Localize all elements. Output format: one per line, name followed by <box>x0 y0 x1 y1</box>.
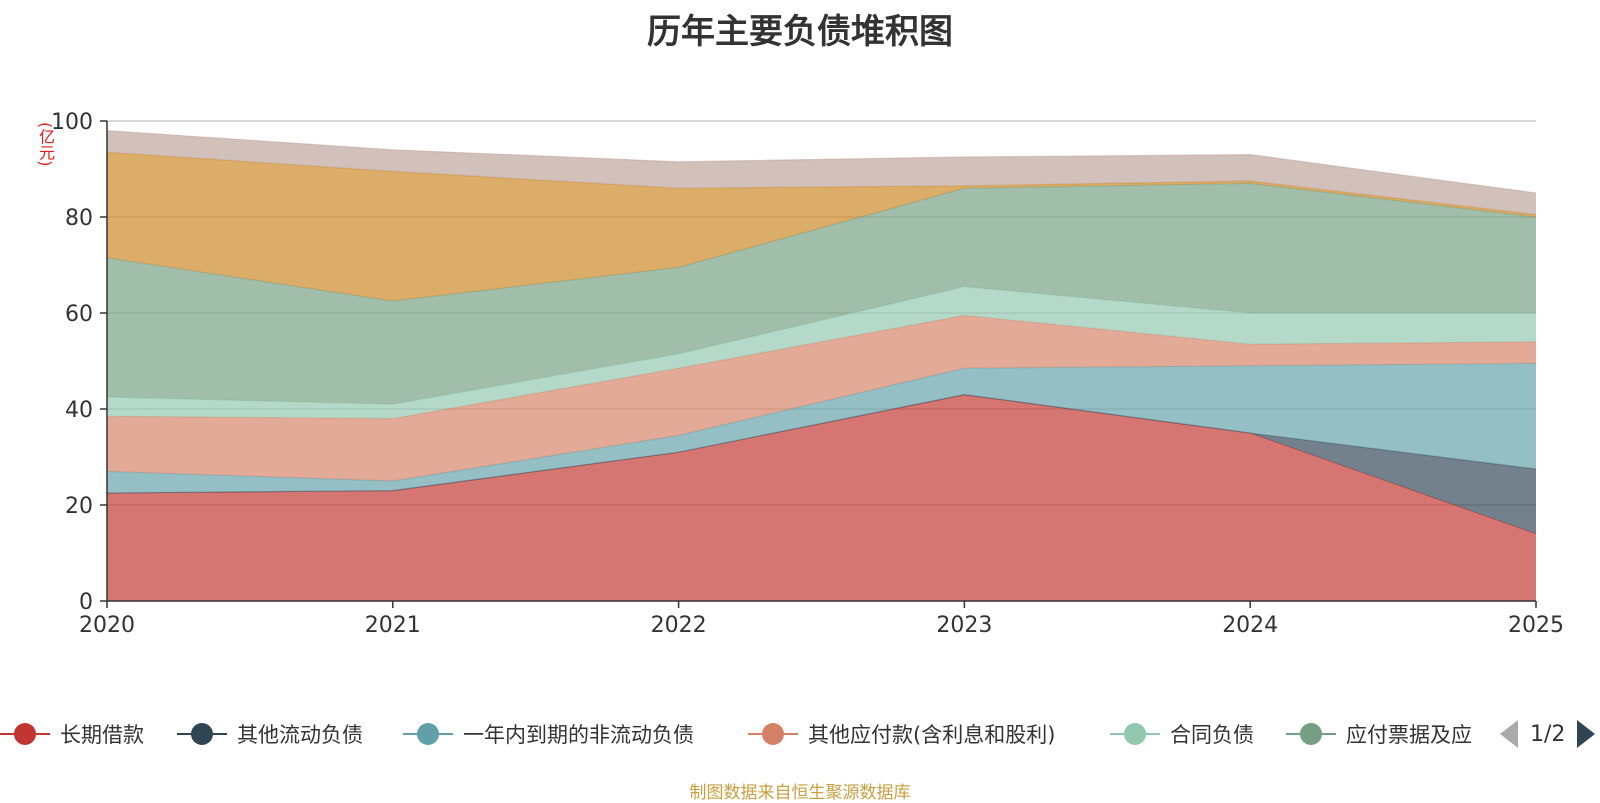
legend: 长期借款 其他流动负债 一年内到期的非流动负债 其他应付款(含利息和股利) 合同负债 应付… <box>0 716 1600 752</box>
area-series-1 <box>107 394 1536 601</box>
legend-label: 其他流动负债 <box>237 723 363 747</box>
y-tick-label: 0 <box>79 590 93 615</box>
x-tick-label: 2025 <box>1508 613 1564 638</box>
legend-page-indicator: 1/2 <box>1530 721 1566 747</box>
legend-item[interactable]: 应付票据及应 <box>1286 716 1472 752</box>
area-series-group <box>106 130 1537 601</box>
y-tick-label: 80 <box>65 206 93 231</box>
legend-marker-icon <box>177 722 227 746</box>
legend-marker-icon <box>403 722 453 746</box>
legend-label: 长期借款 <box>60 723 144 747</box>
area-series-3 <box>107 363 1536 493</box>
legend-pager: 1/2 <box>1500 716 1596 752</box>
y-axis-unit-label: (亿元) <box>36 122 55 167</box>
legend-label: 其他应付款(含利息和股利) <box>808 723 1056 747</box>
legend-item[interactable]: 长期借款 <box>0 716 144 752</box>
series-line-8 <box>106 130 1537 194</box>
legend-item[interactable]: 一年内到期的非流动负债 <box>403 716 694 752</box>
legend-items: 长期借款 其他流动负债 一年内到期的非流动负债 其他应付款(含利息和股利) 合同负债 应付… <box>0 716 1478 752</box>
legend-marker-icon <box>748 722 798 746</box>
area-series-8 <box>107 130 1536 215</box>
area-series-7 <box>107 152 1536 301</box>
legend-item[interactable]: 合同负债 <box>1110 716 1254 752</box>
x-tick-label: 2023 <box>936 613 992 638</box>
legend-marker-icon <box>1286 722 1336 746</box>
y-tick-label: 100 <box>51 110 93 135</box>
legend-prev-page-icon[interactable] <box>1500 720 1518 748</box>
legend-item[interactable]: 其他流动负债 <box>177 716 363 752</box>
x-tick-label: 2022 <box>651 613 707 638</box>
x-tick-label: 2021 <box>365 613 421 638</box>
legend-label: 合同负债 <box>1170 723 1254 747</box>
area-series-4 <box>107 315 1536 481</box>
area-series-6 <box>107 183 1536 405</box>
area-series-5 <box>107 286 1536 419</box>
legend-item[interactable]: 其他应付款(含利息和股利) <box>748 716 1055 752</box>
y-tick-label: 60 <box>65 302 93 327</box>
y-tick-label: 20 <box>65 494 93 519</box>
legend-marker-icon <box>0 722 50 746</box>
legend-label: 应付票据及应 <box>1346 723 1472 747</box>
source-note: 制图数据来自恒生聚源数据库 <box>689 783 911 803</box>
chart-title: 历年主要负债堆积图 <box>647 12 953 52</box>
stacked-area-chart: 0 20 40 60 80 100 2020 2021 2022 2023 2024 2025 <box>51 110 1564 638</box>
legend-next-page-icon[interactable] <box>1577 720 1596 748</box>
y-tick-label: 40 <box>65 398 93 423</box>
legend-marker-icon <box>1110 722 1160 746</box>
legend-label: 一年内到期的非流动负债 <box>463 723 694 747</box>
x-tick-label: 2024 <box>1222 613 1278 638</box>
x-tick-label: 2020 <box>79 613 135 638</box>
axes <box>100 120 1537 608</box>
tick-labels: 0 20 40 60 80 100 2020 2021 2022 2023 2024 2025 <box>51 110 1564 638</box>
